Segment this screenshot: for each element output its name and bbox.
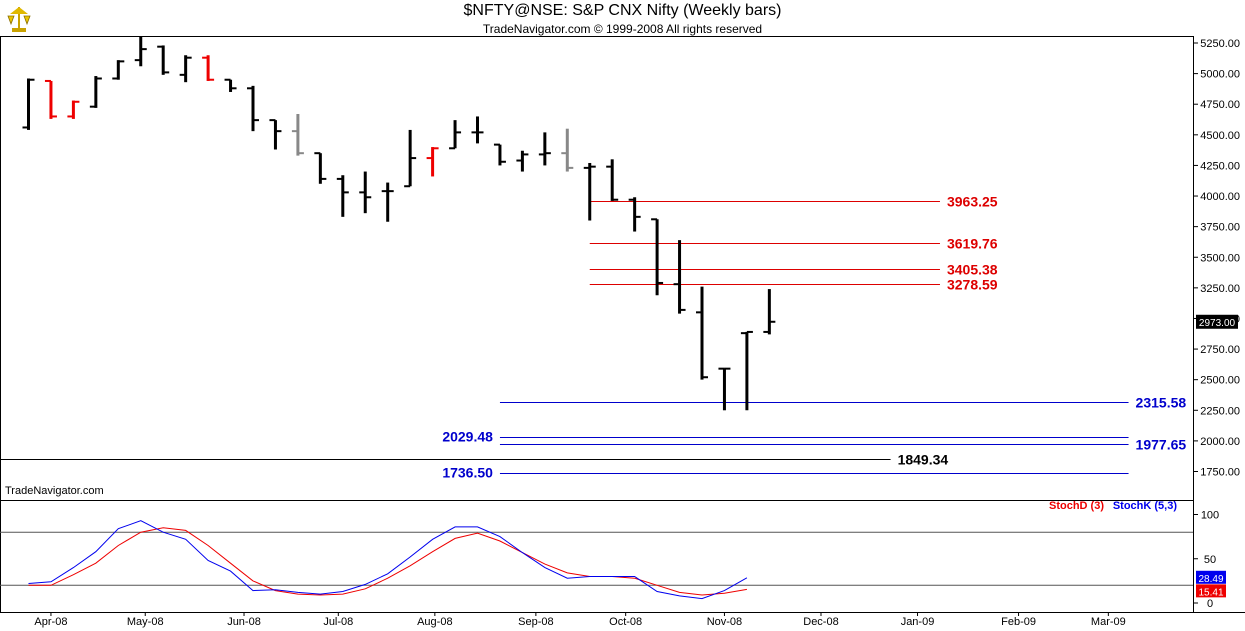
x-tick-label: May-08	[127, 616, 164, 628]
x-tick-label: Apr-08	[34, 616, 67, 628]
level-label: 2029.48	[442, 429, 493, 445]
level-label: 1849.34	[898, 452, 949, 468]
level-label: 3619.76	[947, 236, 998, 252]
chart-title: $NFTY@NSE: S&P CNX Nifty (Weekly bars)	[463, 2, 782, 19]
level-label: 1977.65	[1136, 437, 1187, 453]
level-label: 2315.58	[1136, 395, 1187, 411]
level-label: 3405.38	[947, 262, 998, 278]
price-tick-label: 4500.00	[1200, 130, 1240, 142]
stoch-tick-label: 100	[1201, 510, 1219, 522]
last-price-label: 2973.00	[1199, 318, 1236, 329]
legend-stoch-k: StochK (5,3)	[1113, 500, 1178, 512]
watermark: TradeNavigator.com	[5, 485, 104, 497]
stoch-d-value: 15.41	[1198, 587, 1223, 598]
legend-stoch-d: StochD (3)	[1049, 500, 1104, 512]
price-tick-label: 2500.00	[1200, 375, 1240, 387]
stoch-d-value-box	[1196, 584, 1226, 598]
stoch-tick-label: 0	[1207, 598, 1213, 610]
indicator-panel-frame	[0, 500, 1194, 613]
level-label: 3278.59	[947, 277, 998, 293]
stoch-d-line	[28, 527, 747, 596]
level-label: 1736.50	[442, 465, 493, 481]
price-tick-label: 1750.00	[1200, 467, 1240, 479]
stoch-k-value-box	[1196, 570, 1226, 584]
stoch-k-line	[28, 520, 748, 600]
x-tick-label: Jan-09	[901, 616, 935, 628]
x-tick-label: Sep-08	[518, 616, 553, 628]
price-tick-label: 3750.00	[1200, 222, 1240, 234]
x-tick-label: Dec-08	[803, 616, 838, 628]
x-tick-label: Mar-09	[1091, 616, 1126, 628]
chart-subtitle: TradeNavigator.com © 1999-2008 All right…	[482, 22, 763, 36]
x-tick-label: Jul-08	[323, 616, 353, 628]
level-label: 3963.25	[947, 194, 998, 210]
price-tick-label: 3250.00	[1200, 283, 1240, 295]
last-price-box	[1196, 314, 1238, 329]
x-tick-label: Feb-09	[1001, 616, 1036, 628]
stoch-k-value: 28.49	[1198, 574, 1223, 585]
price-tick-label: 2250.00	[1200, 405, 1240, 417]
price-tick-label: 2000.00	[1200, 436, 1240, 448]
price-tick-label: 2750.00	[1200, 344, 1240, 356]
tradenavigator-logo	[4, 4, 34, 34]
price-tick-label: 3500.00	[1200, 252, 1240, 264]
stoch-tick-label: 50	[1204, 554, 1216, 566]
price-tick-label: 4750.00	[1200, 99, 1240, 111]
x-tick-label: Jun-08	[227, 616, 261, 628]
price-tick-label: 4000.00	[1200, 191, 1240, 203]
price-tick-label: 4250.00	[1200, 160, 1240, 172]
price-tick-label: 5250.00	[1200, 38, 1240, 50]
price-tick-label: 5000.00	[1200, 69, 1240, 81]
x-tick-label: Aug-08	[417, 616, 452, 628]
x-tick-label: Nov-08	[707, 616, 742, 628]
x-tick-label: Oct-08	[609, 616, 642, 628]
main-panel-frame	[0, 36, 1194, 501]
